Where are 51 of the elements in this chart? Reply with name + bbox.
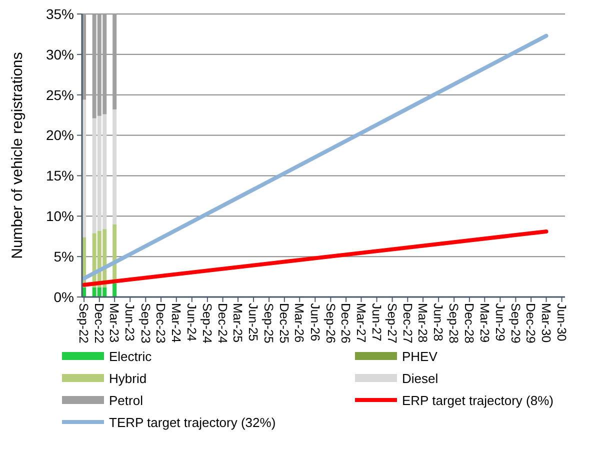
x-tick-label: Sep-25: [262, 303, 276, 344]
x-tick-label: Jun-25: [246, 303, 260, 342]
y-tick-label: 10%: [46, 208, 74, 224]
x-tick-label: Dec-25: [277, 303, 292, 344]
x-tick-label: Jun-24: [184, 303, 199, 342]
x-tick-label: Mar-25: [230, 303, 245, 343]
legend-label: Electric: [109, 349, 152, 364]
legend-label: Diesel: [402, 371, 438, 386]
y-tick-label: 25%: [46, 86, 74, 103]
x-tick-label: Dec-29: [524, 303, 538, 344]
x-tick-label: Mar-27: [354, 303, 368, 343]
x-tick-label: Mar-29: [477, 303, 492, 343]
y-tick-label: 0%: [54, 288, 74, 305]
y-axis-title: Number of vehicle registrations: [9, 52, 26, 259]
x-tick-label: Dec-23: [154, 303, 168, 344]
x-tick-label: Sep-27: [384, 303, 399, 344]
x-tick-label: Sep-26: [323, 303, 338, 344]
y-tick-label: 5%: [54, 248, 74, 264]
x-tick-label: Jun-27: [369, 303, 384, 342]
legend-label: ERP target trajectory (8%): [402, 393, 554, 408]
x-tick-label: Jun-26: [308, 303, 322, 342]
x-tick-label: Jun-23: [122, 303, 137, 342]
x-tick-label: Jun-28: [431, 303, 446, 342]
legend-label: Hybrid: [109, 371, 147, 386]
x-tick-label: Mar-30: [538, 303, 553, 343]
x-tick-label: Dec-27: [400, 303, 414, 344]
y-tick-label: 15%: [46, 168, 74, 184]
x-tick-label: Jun-29: [492, 303, 507, 342]
legend-label: Petrol: [109, 393, 144, 408]
bar: [112, 283, 117, 297]
x-tick-label: Jun-30: [554, 303, 568, 342]
y-tick-label: 30%: [46, 46, 74, 62]
y-tick-label: 35%: [46, 6, 74, 22]
legend-label: TERP target trajectory (32%): [109, 415, 276, 430]
x-tick-label: Mar-23: [107, 303, 122, 343]
x-tick-label: Sep-24: [200, 303, 214, 344]
x-tick-label: Mar-26: [292, 303, 306, 343]
y-tick-label: 20%: [46, 127, 74, 144]
x-tick-label: Dec-28: [462, 303, 476, 344]
bar: [112, 109, 117, 224]
x-tick-label: Sep-28: [446, 303, 461, 344]
x-tick-label: Mar-28: [416, 303, 430, 343]
x-tick-label: Dec-24: [215, 303, 230, 344]
legend-label: PHEV: [402, 349, 438, 364]
bar: [112, 14, 117, 110]
x-tick-label: Sep-29: [508, 303, 522, 344]
x-tick-label: Dec-26: [338, 303, 353, 344]
x-tick-label: Sep-22: [76, 303, 91, 344]
x-tick-label: Sep-23: [138, 303, 152, 344]
x-tick-label: Dec-22: [92, 303, 106, 344]
x-tick-label: Mar-24: [168, 303, 183, 343]
